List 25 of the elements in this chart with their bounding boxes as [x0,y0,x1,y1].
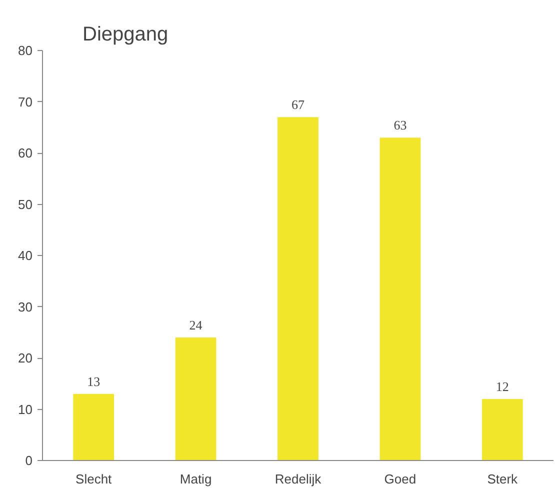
data-label: 67 [292,97,305,112]
y-tick-label: 0 [25,453,33,468]
y-tick-label: 50 [18,196,33,212]
y-tick-label: 20 [18,350,33,366]
chart-title: Diepgang [82,24,168,46]
x-tick-label: Matig [180,472,212,486]
x-tick-label: Goed [384,472,416,486]
y-tick-label: 40 [18,248,33,263]
y-tick-label: 80 [18,43,33,58]
bar [73,394,114,460]
data-label: 13 [87,374,100,389]
y-tick-label: 60 [18,146,33,160]
data-label: 12 [496,379,509,394]
x-tick-label: Redelijk [274,472,322,486]
bar [175,338,216,460]
bar [278,117,318,460]
x-tick-label: Slecht [76,472,112,486]
y-tick-label: 70 [18,94,33,110]
bar [482,399,523,460]
y-tick-label: 30 [18,299,33,314]
bar [380,138,421,460]
data-label: 63 [394,118,407,133]
y-tick-label: 10 [18,402,33,417]
data-label: 24 [189,318,203,332]
x-tick-label: Sterk [487,472,518,486]
